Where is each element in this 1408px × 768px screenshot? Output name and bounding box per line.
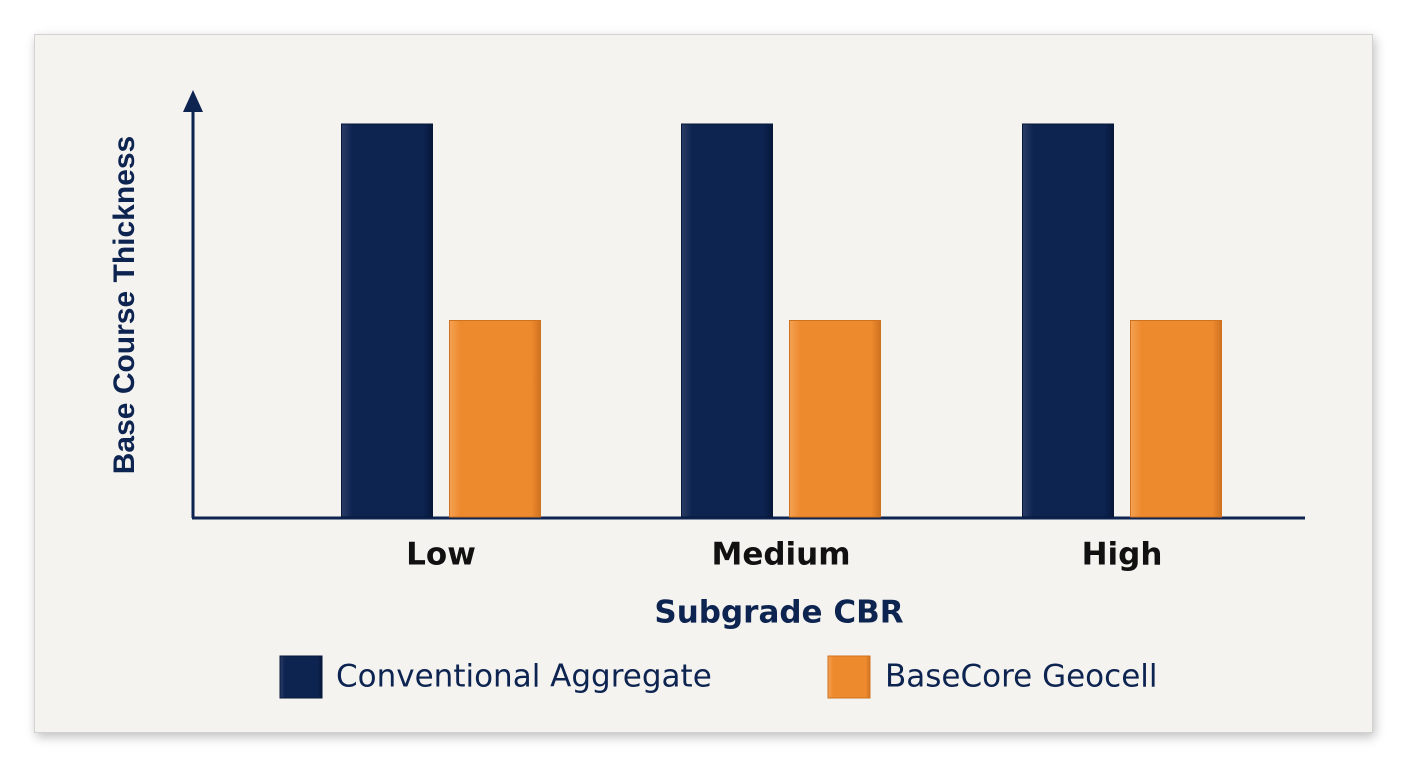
bar-low-conventional bbox=[341, 123, 433, 518]
bar-high-basecore bbox=[1130, 320, 1222, 518]
bars-group bbox=[341, 123, 1222, 518]
bar-medium-basecore bbox=[789, 320, 881, 518]
x-tick-label-high: High bbox=[1082, 537, 1163, 573]
y-axis-label: Base Course Thickness bbox=[108, 136, 141, 474]
legend: Conventional Aggregate BaseCore Geocell bbox=[279, 655, 1158, 699]
bar-medium-conventional bbox=[681, 123, 773, 518]
x-tick-label-low: Low bbox=[406, 537, 476, 573]
legend-label-conventional: Conventional Aggregate bbox=[336, 659, 712, 695]
legend-label-basecore: BaseCore Geocell bbox=[885, 659, 1158, 695]
x-axis-label: Subgrade CBR bbox=[654, 595, 903, 631]
bar-low-basecore bbox=[449, 320, 541, 518]
x-tick-labels: Low Medium High bbox=[406, 537, 1162, 573]
legend-swatch-basecore bbox=[827, 655, 871, 699]
legend-swatch-conventional bbox=[279, 655, 323, 699]
bar-high-conventional bbox=[1022, 123, 1114, 518]
x-tick-label-medium: Medium bbox=[711, 537, 850, 573]
y-axis-arrow-icon bbox=[183, 90, 203, 112]
